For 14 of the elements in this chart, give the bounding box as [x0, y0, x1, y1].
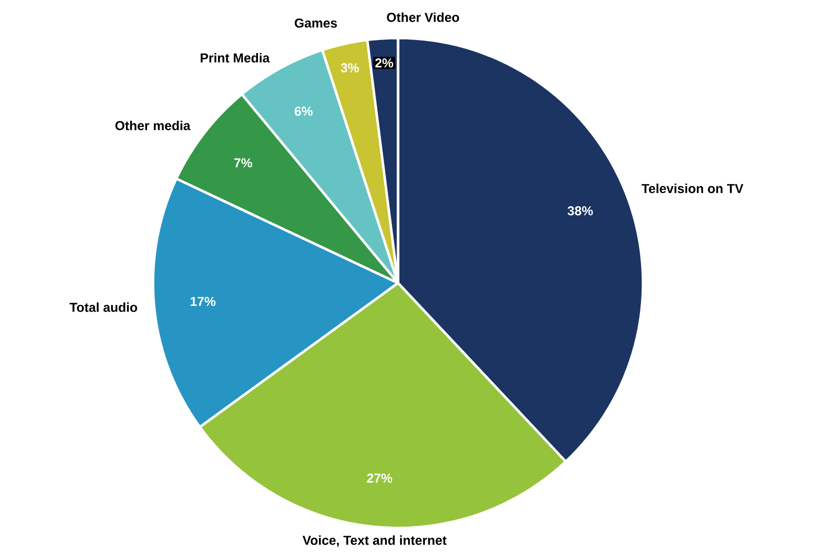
slice-label: Print Media	[200, 53, 270, 63]
data-label: 7%	[234, 158, 252, 168]
slice-label: Other Video	[386, 12, 460, 22]
slice-label: Other media	[115, 120, 190, 130]
data-label: 3%	[340, 63, 359, 72]
data-label: 2%	[375, 58, 394, 68]
slice-label: Games	[294, 18, 337, 28]
data-label: 17%	[190, 296, 216, 306]
data-label: 38%	[568, 206, 593, 216]
slice-label: Television on TV	[642, 184, 744, 194]
slice-label: Voice, Text and internet	[302, 535, 447, 547]
data-label: 27%	[367, 474, 392, 483]
data-label: 6%	[294, 106, 313, 116]
slice-label: Total audio	[70, 302, 138, 312]
